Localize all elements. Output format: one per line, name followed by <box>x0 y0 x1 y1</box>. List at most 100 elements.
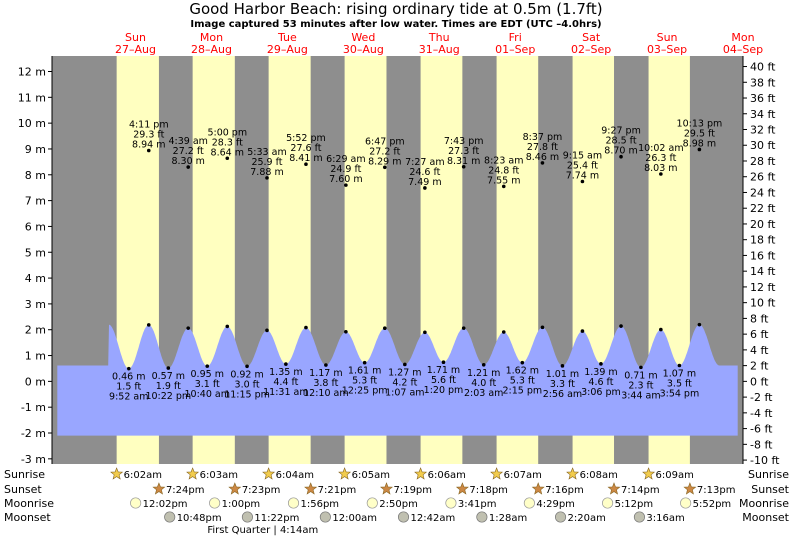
tide-label-height-ft: 24.6 ft <box>409 167 440 178</box>
day-of-week-label: Mon <box>200 31 223 44</box>
left-tick-label: 10 m <box>18 117 46 130</box>
left-tick-label: 3 m <box>25 298 46 311</box>
tide-label-time: 11:31 am <box>263 387 308 398</box>
tide-label-time: 8:23 am <box>484 155 523 166</box>
tide-high-marker <box>423 186 427 190</box>
tide-point-high <box>659 327 663 332</box>
right-tick-label: 4 ft <box>750 344 769 357</box>
chart-subtitle: Image captured 53 minutes after low wate… <box>190 19 601 30</box>
tide-point-low <box>205 364 210 368</box>
tide-label-height-m: 8.94 m <box>132 140 165 151</box>
tide-label-height-m: 8.03 m <box>644 163 677 174</box>
tide-label-height-m: 8.98 m <box>683 138 716 149</box>
row-label-moonset-right: Moonset <box>742 511 789 524</box>
left-tick-label: 9 m <box>25 143 46 156</box>
moonrise-time: 5:12pm <box>615 499 654 510</box>
tide-label-time: 2:03 am <box>464 388 503 399</box>
day-of-week-label: Tue <box>277 31 297 44</box>
right-tick-label: 0 ft <box>750 375 769 388</box>
tide-point-high <box>501 330 506 334</box>
right-tick-label: 6 ft <box>750 328 769 341</box>
row-label-sunset-right: Sunset <box>751 483 789 496</box>
tide-label-height-m: 8.70 m <box>604 146 637 157</box>
tide-label-height-ft: 26.3 ft <box>645 153 676 164</box>
moonrise-icon <box>523 497 535 509</box>
moonrise-icon <box>602 497 614 509</box>
right-tick-label: 22 ft <box>750 202 776 215</box>
tide-label-height-ft: 3.0 ft <box>235 379 260 390</box>
tide-label-time: 5:52 pm <box>286 133 326 144</box>
tide-label-height-ft: 1.5 ft <box>116 382 141 393</box>
tide-label-height-m: 8.41 m <box>289 153 322 164</box>
sunrise-star-icon <box>414 467 428 480</box>
tide-point-low <box>639 365 643 370</box>
tide-label-height-m: 1.35 m <box>269 367 302 378</box>
moonset-icon <box>164 511 176 523</box>
left-tick-label: 11 m <box>18 91 46 104</box>
tide-point-low <box>284 362 288 366</box>
tide-label-height-ft: 5.3 ft <box>352 376 377 387</box>
tide-high-marker <box>186 165 191 169</box>
tide-label-height-ft: 27.6 ft <box>290 143 321 154</box>
tide-label-height-m: 1.39 m <box>584 367 617 378</box>
moonset-time: 2:20am <box>568 513 606 524</box>
tide-label-time: 10:13 pm <box>677 118 723 129</box>
right-tick-label: -10 ft <box>750 454 780 467</box>
tide-label-height-ft: 25.4 ft <box>567 160 598 171</box>
moonset-icon <box>476 511 488 523</box>
sunrise-time: 6:02am <box>124 470 162 481</box>
left-tick-label: -1 m <box>21 401 46 414</box>
tide-point-high <box>265 328 269 333</box>
sunrise-star-icon <box>642 467 656 480</box>
sunset-star-icon <box>304 482 318 495</box>
sunrise-star-icon <box>262 467 276 480</box>
sunrise-time: 6:07am <box>504 470 542 481</box>
tide-point-high <box>619 324 623 328</box>
tide-label-time: 1:20 pm <box>424 385 464 396</box>
tide-label-height-ft: 5.6 ft <box>431 375 456 386</box>
tide-label-height-m: 1.01 m <box>546 369 579 380</box>
tide-label-height-ft: 29.3 ft <box>133 130 164 141</box>
tide-label-height-m: 8.29 m <box>368 156 401 167</box>
tide-label-height-ft: 28.5 ft <box>605 136 636 147</box>
sunrise-star-icon <box>490 467 504 480</box>
day-of-week-label: Mon <box>731 31 754 44</box>
right-tick-label: 28 ft <box>750 155 776 168</box>
tide-label-height-m: 1.21 m <box>467 368 500 379</box>
tide-label-height-m: 7.60 m <box>329 174 362 185</box>
sunset-star-icon <box>228 482 242 495</box>
tide-label-time: 4:11 pm <box>129 120 169 131</box>
tide-label-time: 3:54 pm <box>660 389 700 400</box>
tide-label-height-ft: 1.9 ft <box>156 381 181 392</box>
tide-label-time: 6:29 am <box>326 154 365 165</box>
right-tick-label: 32 ft <box>750 124 776 137</box>
tide-label-time: 7:43 pm <box>444 136 484 147</box>
right-tick-label: 38 ft <box>750 76 776 89</box>
tide-point-low <box>481 362 486 367</box>
tide-point-high <box>186 326 191 330</box>
tide-label-height-m: 7.49 m <box>408 177 441 188</box>
right-tick-label: 34 ft <box>750 108 776 121</box>
tide-label-height-m: 8.46 m <box>526 152 559 163</box>
tide-label-time: 2:56 am <box>543 389 582 400</box>
right-tick-label: -4 ft <box>750 407 773 420</box>
right-tick-label: 8 ft <box>750 312 769 325</box>
tide-label-time: 5:00 pm <box>207 127 247 138</box>
sunset-star-icon <box>683 482 697 495</box>
day-of-week-label: Sun <box>657 31 678 44</box>
tide-point-low <box>166 366 171 370</box>
tide-label-height-m: 1.17 m <box>309 368 342 379</box>
tide-point-high <box>304 325 308 330</box>
tide-label-time: 4:39 am <box>168 136 207 147</box>
moonrise-icon <box>209 497 221 509</box>
moonset-time: 3:16am <box>646 513 684 524</box>
tide-label-time: 10:02 am <box>638 143 683 154</box>
sunrise-star-icon <box>186 467 200 480</box>
tide-high-marker <box>580 179 585 184</box>
moonrise-icon <box>130 497 142 509</box>
right-tick-label: 20 ft <box>750 218 776 231</box>
day-of-week-label: Wed <box>351 31 375 44</box>
right-tick-label: 14 ft <box>750 265 776 278</box>
tide-label-height-ft: 29.5 ft <box>684 128 715 139</box>
tide-high-marker <box>501 184 506 189</box>
